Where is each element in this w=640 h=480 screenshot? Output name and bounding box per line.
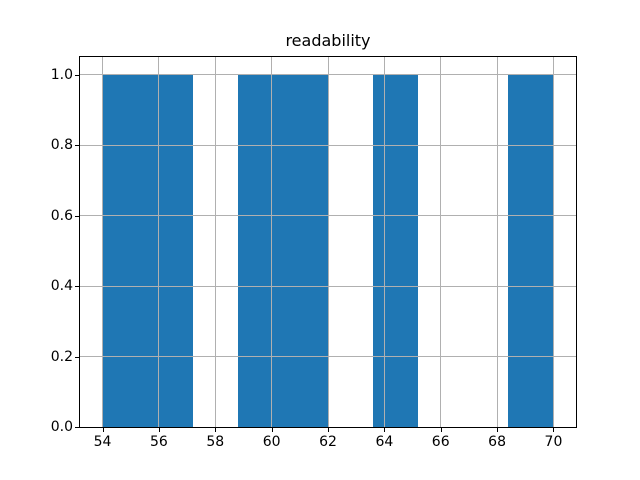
x-tick-mark (497, 428, 499, 432)
histogram-bar (373, 74, 419, 427)
x-gridline (552, 57, 554, 427)
y-tick-label: 1.0 (50, 66, 73, 83)
x-tick-mark (158, 428, 160, 432)
x-tick-label: 62 (319, 434, 337, 450)
x-tick-mark (553, 428, 555, 432)
y-tick-label: 0.0 (50, 419, 73, 435)
y-tick-mark (75, 427, 79, 428)
x-tick-label: 60 (262, 434, 281, 450)
x-tick-label: 70 (544, 434, 563, 450)
y-gridline (80, 356, 576, 358)
y-tick-mark (75, 215, 79, 217)
x-gridline (102, 57, 104, 427)
chart-title: readability (285, 31, 371, 50)
y-gridline (80, 215, 576, 217)
x-tick-mark (271, 428, 273, 432)
x-tick-label: 58 (206, 434, 225, 450)
x-tick-mark (215, 428, 217, 432)
x-gridline (327, 57, 329, 427)
x-tick-label: 54 (93, 434, 112, 450)
histogram-bar (147, 74, 193, 427)
x-gridline (440, 57, 442, 427)
x-gridline (214, 57, 216, 427)
y-tick-mark (75, 145, 79, 147)
y-tick-label: 0.6 (50, 207, 73, 224)
x-tick-label: 56 (149, 434, 168, 450)
x-gridline (271, 57, 273, 427)
histogram-bar (282, 74, 328, 427)
y-gridline (80, 144, 576, 146)
x-gridline (158, 57, 160, 427)
histogram-bar (508, 74, 554, 427)
histogram-bar (102, 74, 148, 427)
y-tick-label: 0.8 (50, 137, 73, 154)
x-tick-label: 66 (431, 434, 450, 450)
y-tick-label: 0.2 (50, 348, 73, 365)
y-tick-mark (75, 356, 79, 358)
x-gridline (383, 57, 385, 427)
y-gridline (80, 426, 576, 427)
y-tick-mark (75, 74, 79, 76)
y-tick-mark (75, 286, 79, 288)
x-tick-label: 64 (375, 434, 394, 450)
histogram-bar (237, 74, 283, 427)
x-tick-mark (328, 428, 329, 432)
x-gridline (496, 57, 498, 427)
x-tick-mark (384, 428, 386, 432)
x-tick-mark (102, 428, 104, 432)
plot-area (79, 56, 577, 428)
y-gridline (80, 285, 576, 287)
y-gridline (80, 74, 576, 76)
x-tick-mark (440, 428, 442, 432)
plot-inner (80, 57, 576, 427)
x-tick-label: 68 (488, 434, 506, 450)
y-tick-label: 0.4 (50, 278, 73, 295)
